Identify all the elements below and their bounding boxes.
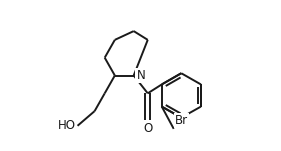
Text: Br: Br: [175, 114, 188, 127]
Text: N: N: [136, 69, 145, 82]
Text: O: O: [143, 122, 152, 135]
Text: HO: HO: [58, 119, 76, 132]
